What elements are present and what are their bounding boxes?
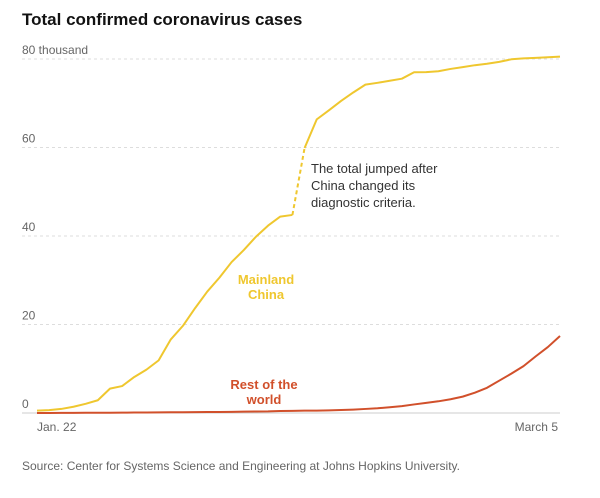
chart-title: Total confirmed coronavirus cases bbox=[22, 10, 303, 29]
source-note: Source: Center for Systems Science and E… bbox=[22, 459, 460, 473]
mainland-china-line bbox=[36, 213, 293, 412]
x-tick-label: March 5 bbox=[515, 420, 559, 434]
y-tick-label: 60 bbox=[22, 132, 36, 146]
mainland-china-label: Mainland China bbox=[238, 272, 294, 302]
y-axis-tick-labels: 0 20 40 60 80 thousand bbox=[22, 43, 88, 411]
annotation-text: The total jumped after China changed its d… bbox=[311, 161, 438, 210]
x-tick-label: Jan. 22 bbox=[37, 420, 77, 434]
y-tick-label: 80 thousand bbox=[22, 43, 88, 57]
gridlines bbox=[22, 58, 560, 414]
series-labels: Mainland China Rest of the world bbox=[230, 272, 297, 407]
annotation: The total jumped after China changed its d… bbox=[311, 161, 438, 210]
y-tick-label: 0 bbox=[22, 397, 29, 411]
rest-of-the-world-line bbox=[36, 335, 561, 414]
y-tick-label: 40 bbox=[22, 220, 36, 234]
y-tick-label: 20 bbox=[22, 309, 36, 323]
x-axis-tick-labels: Jan. 22 March 5 bbox=[37, 420, 558, 434]
series-lines bbox=[36, 55, 561, 414]
mainland-china-dashed-jump bbox=[291, 147, 306, 216]
mainland-china-line bbox=[303, 55, 561, 149]
rest-of-the-world-label: Rest of the world bbox=[230, 377, 297, 407]
